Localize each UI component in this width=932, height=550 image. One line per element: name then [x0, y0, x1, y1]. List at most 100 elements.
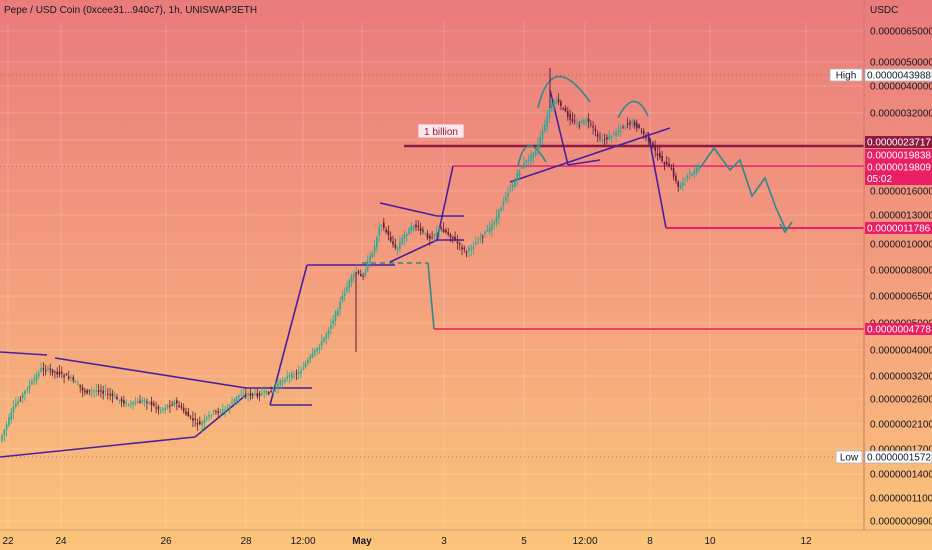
trendline [549, 89, 569, 166]
candle-body [387, 230, 390, 235]
candle-body [654, 146, 656, 151]
candle-body [118, 400, 121, 401]
candle-body [663, 162, 666, 165]
candle-body [337, 310, 339, 316]
candle-body [350, 275, 353, 283]
trendline [389, 239, 438, 263]
candle-body [192, 418, 194, 421]
candle-body [277, 383, 279, 389]
candle-body [74, 381, 77, 383]
candle-body [385, 229, 387, 233]
candle-body [587, 118, 590, 122]
candle-body [615, 132, 617, 136]
candle-body [590, 123, 592, 125]
candle-body [532, 153, 535, 159]
candle-body [479, 238, 482, 239]
candle-body [63, 375, 65, 378]
candle-body [316, 348, 318, 351]
candle-body [458, 243, 461, 244]
shoulder-arc [617, 100, 649, 119]
candle-body [684, 180, 686, 181]
price-tick-label: 0.0000001100 [870, 494, 932, 505]
candle-body [649, 142, 652, 144]
candle-body [498, 210, 500, 219]
candle-body [233, 399, 236, 403]
candle-body [300, 371, 302, 374]
candle-body [555, 101, 558, 104]
candle-body [433, 234, 436, 237]
candle-body [380, 226, 383, 227]
candle-body [35, 375, 38, 381]
candle-body [493, 222, 495, 225]
candle-body [383, 222, 385, 228]
candle-body [58, 371, 61, 375]
time-axis[interactable]: 22 24 26 28 12:00 May 3 5 12:00 8 10 12 [2, 536, 812, 547]
price-tag-label: High [836, 71, 857, 82]
trendline [269, 264, 308, 406]
forecast-path [699, 146, 787, 231]
candle-body [125, 401, 127, 404]
candle-body [284, 379, 286, 383]
candle-body [698, 168, 700, 171]
candle-body [297, 371, 300, 374]
candle-body [12, 406, 15, 413]
head-arc [537, 75, 591, 109]
candle-body [238, 395, 240, 398]
candle-body [486, 230, 489, 232]
candle-body [429, 236, 431, 239]
candle-body [461, 247, 463, 250]
trendline [567, 159, 601, 166]
candle-body [665, 161, 668, 165]
candle-body [343, 293, 346, 296]
candle-body [334, 311, 337, 322]
candle-body [622, 127, 624, 129]
candle-body [440, 227, 443, 229]
price-tick-label: 0.0000002100 [870, 420, 932, 431]
candle-body [113, 396, 116, 398]
trendline [0, 436, 196, 458]
candle-body [176, 400, 178, 404]
candle-body [47, 367, 49, 370]
candle-body [10, 412, 12, 420]
candle-body [17, 401, 19, 404]
candle-body [274, 386, 277, 388]
candle-body [500, 207, 502, 212]
candle-body [15, 403, 17, 407]
candle-body [688, 172, 691, 175]
candle-body [537, 143, 539, 151]
candle-body [562, 108, 564, 110]
candle-body [51, 369, 54, 374]
candle-body [194, 418, 196, 420]
candle-body [141, 400, 144, 402]
candle-body [449, 234, 452, 238]
time-tick-label: 22 [2, 536, 14, 547]
candle-body [320, 340, 323, 346]
candle-body [178, 405, 180, 407]
candle-body [217, 411, 219, 413]
candle-body [550, 104, 553, 111]
trendline [0, 351, 48, 356]
candle-body [40, 368, 42, 372]
candle-body [606, 137, 608, 140]
candle-body [636, 123, 638, 129]
candle-body [412, 226, 415, 230]
candle-body [245, 393, 247, 395]
candle-body [84, 390, 86, 393]
candle-body [104, 391, 107, 393]
price-label-box [865, 323, 932, 335]
candle-body [56, 371, 58, 375]
candle-body [97, 390, 100, 393]
candle-body [38, 373, 40, 376]
price-tick-label: 0.0000000900 [870, 517, 932, 528]
candle-body [136, 401, 139, 403]
price-tick-label: 0.0000001700 [870, 445, 932, 456]
price-tag-box [835, 450, 863, 464]
candle-body [594, 128, 597, 131]
price-label-value: 0.0000019838 [867, 151, 931, 162]
candle-body [638, 124, 640, 128]
shoulder-arc [517, 145, 547, 167]
candle-body [155, 407, 157, 409]
candle-body [302, 368, 305, 370]
